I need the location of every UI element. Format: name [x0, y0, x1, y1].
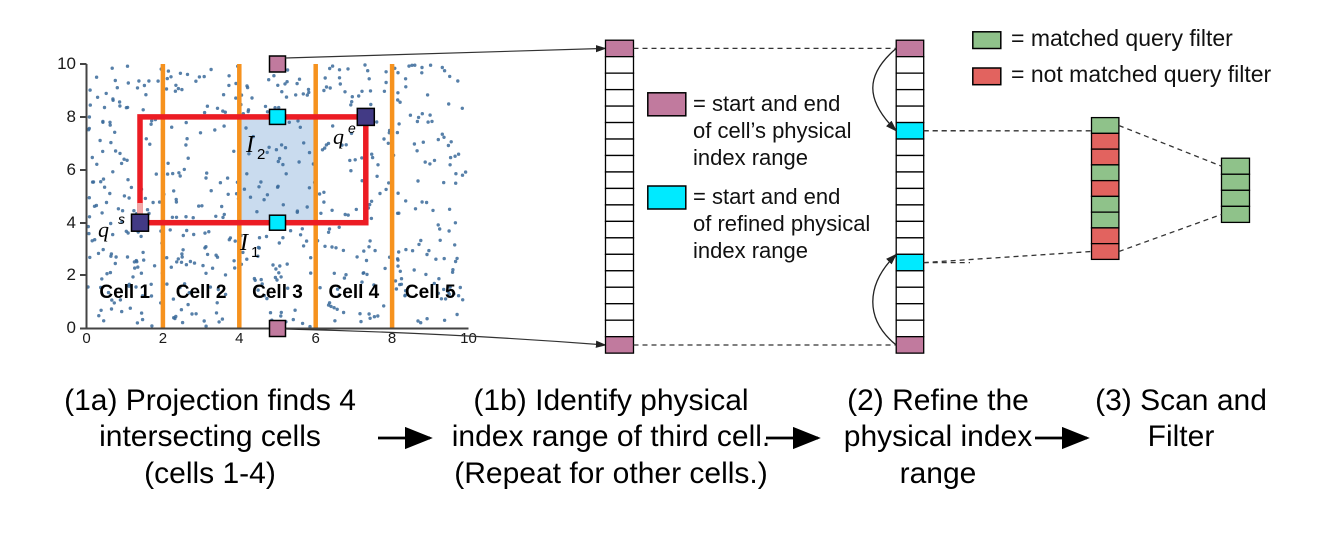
svg-text:8: 8 [67, 107, 76, 126]
svg-text:index range of third cell.: index range of third cell. [452, 420, 771, 453]
svg-text:= not matched query filter: = not matched query filter [1011, 61, 1272, 87]
svg-text:2: 2 [159, 330, 167, 347]
svg-text:I: I [239, 230, 249, 256]
svg-text:Filter: Filter [1148, 420, 1215, 453]
svg-text:6: 6 [312, 330, 320, 347]
svg-text:10: 10 [460, 330, 477, 347]
svg-text:of cell’s physical: of cell’s physical [693, 118, 852, 143]
svg-text:= start and end: = start and end [693, 184, 840, 209]
svg-text:= matched query filter: = matched query filter [1011, 25, 1233, 51]
svg-text:4: 4 [235, 330, 243, 347]
svg-text:physical index: physical index [844, 420, 1032, 453]
svg-text:index range: index range [693, 238, 808, 263]
svg-text:s: s [118, 211, 125, 227]
svg-text:= start and end: = start and end [693, 91, 840, 116]
svg-text:q: q [333, 124, 344, 149]
svg-text:10: 10 [57, 54, 76, 73]
svg-text:of refined physical: of refined physical [693, 211, 870, 236]
svg-text:(2) Refine the: (2) Refine the [847, 384, 1029, 417]
svg-text:Cell 2: Cell 2 [176, 282, 227, 303]
svg-text:e: e [348, 120, 356, 136]
svg-text:4: 4 [67, 213, 76, 232]
svg-text:index range: index range [693, 145, 808, 170]
svg-text:2: 2 [67, 265, 76, 284]
svg-text:(Repeat for other cells.): (Repeat for other cells.) [454, 457, 767, 490]
svg-text:intersecting cells: intersecting cells [99, 420, 321, 453]
svg-text:(1b) Identify physical: (1b) Identify physical [473, 384, 748, 417]
svg-text:(1a) Projection finds 4: (1a) Projection finds 4 [64, 384, 356, 417]
svg-text:q: q [98, 217, 109, 242]
svg-text:Cell 5: Cell 5 [405, 282, 456, 303]
svg-text:Cell 1: Cell 1 [99, 282, 150, 303]
svg-text:(cells 1-4): (cells 1-4) [144, 457, 276, 490]
svg-text:range: range [900, 457, 977, 490]
svg-text:1: 1 [251, 244, 259, 261]
svg-text:0: 0 [82, 330, 90, 347]
svg-text:(3) Scan and: (3) Scan and [1095, 384, 1267, 417]
svg-text:0: 0 [67, 318, 76, 337]
svg-text:Cell 4: Cell 4 [329, 282, 380, 303]
svg-text:I: I [245, 132, 255, 158]
svg-text:Cell 3: Cell 3 [252, 282, 303, 303]
svg-text:6: 6 [67, 160, 76, 179]
svg-text:2: 2 [257, 146, 265, 163]
